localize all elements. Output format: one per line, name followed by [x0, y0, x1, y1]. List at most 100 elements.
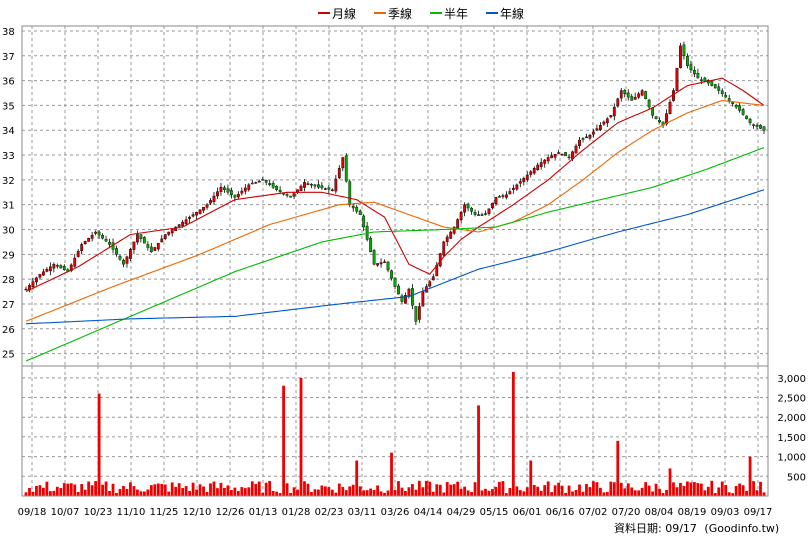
- candle-body: [73, 257, 77, 267]
- candle-body: [449, 231, 453, 239]
- candle-body: [689, 64, 693, 71]
- candle-body: [198, 209, 202, 214]
- candle-body: [42, 271, 45, 276]
- x-tick-label: 03/26: [381, 507, 410, 518]
- volume-bar: [491, 489, 494, 496]
- candle-body: [310, 183, 313, 186]
- price-tick-label: 38: [2, 27, 15, 38]
- volume-bar: [592, 481, 595, 496]
- volume-bar: [393, 489, 397, 496]
- volume-bar: [118, 488, 122, 496]
- candle-body: [595, 128, 599, 131]
- volume-bar: [177, 483, 181, 496]
- volume-bar: [268, 480, 272, 496]
- legend-label-2: 半年: [444, 7, 468, 21]
- candle-body: [755, 124, 759, 127]
- price-tick-label: 33: [2, 151, 15, 162]
- volume-bar: [525, 487, 529, 496]
- volume-bar: [38, 485, 42, 496]
- volume-bar: [696, 483, 700, 496]
- volume-bar: [87, 481, 91, 496]
- volume-bar: [480, 490, 484, 496]
- volume-bar: [686, 481, 689, 496]
- candle-body: [62, 265, 66, 271]
- volume-bar: [52, 490, 56, 496]
- candle-body: [466, 203, 470, 209]
- volume-bar: [167, 491, 171, 496]
- candle-body: [94, 231, 98, 234]
- legend-label-0: 月線: [332, 6, 356, 21]
- volume-bar: [640, 487, 644, 496]
- volume-bar: [42, 487, 45, 496]
- candle-body: [223, 187, 226, 190]
- candle-body: [428, 281, 432, 287]
- x-tick-label: 07/02: [579, 507, 608, 518]
- volume-bar: [209, 483, 212, 496]
- candle-body: [386, 261, 390, 271]
- volume-bar: [282, 385, 286, 496]
- candle-body: [358, 210, 362, 215]
- candle-body: [264, 180, 268, 183]
- volume-bar: [546, 481, 550, 496]
- candle-body: [630, 96, 634, 101]
- candle-body: [532, 168, 536, 174]
- candle-body: [654, 116, 658, 119]
- volume-bar: [713, 493, 717, 496]
- volume-bar: [515, 486, 519, 496]
- volume-bar: [400, 487, 404, 496]
- volume-bar: [365, 490, 369, 496]
- candle-body: [731, 102, 735, 104]
- volume-bar: [571, 491, 574, 496]
- candle-body: [202, 206, 205, 211]
- volume-bar: [759, 481, 762, 496]
- volume-bar: [191, 482, 195, 496]
- ma-line-ma20: [25, 77, 765, 293]
- x-tick-label: 11/25: [150, 507, 179, 518]
- candle-body: [24, 288, 28, 291]
- price-tick-label: 28: [2, 275, 15, 286]
- ma-line-ma120: [25, 147, 765, 362]
- footer-source: (Goodinfo.tw): [704, 522, 779, 535]
- candle-body: [243, 187, 247, 192]
- volume-bar: [605, 491, 609, 496]
- volume-bar: [160, 483, 164, 496]
- volume-bar: [303, 481, 306, 496]
- volume-bars: [24, 371, 766, 496]
- candle-body: [619, 90, 623, 99]
- volume-bar: [550, 492, 554, 496]
- volume-bar: [383, 492, 386, 496]
- x-tick-label: 12/26: [216, 507, 245, 518]
- volume-bar: [156, 483, 160, 496]
- volume-bar: [644, 482, 648, 496]
- price-tick-label: 36: [2, 77, 15, 88]
- volume-bar: [438, 484, 442, 496]
- volume-bar: [452, 484, 456, 496]
- volume-bar: [553, 485, 557, 496]
- candle-body: [233, 194, 237, 198]
- candle-body: [271, 183, 275, 188]
- candle-body: [303, 182, 306, 188]
- candle-body: [35, 277, 38, 283]
- volume-bar: [637, 490, 641, 496]
- candle-body: [759, 124, 762, 129]
- candle-body: [369, 237, 373, 253]
- volume-bar: [59, 488, 63, 496]
- candle-body: [327, 187, 331, 190]
- volume-bar: [748, 456, 752, 496]
- candle-body: [362, 215, 366, 228]
- volume-bar: [195, 489, 198, 496]
- volume-bar: [626, 483, 630, 496]
- candle-body: [240, 190, 244, 194]
- candle-body: [330, 189, 334, 191]
- candle-body: [76, 251, 80, 257]
- candle-body: [417, 306, 421, 320]
- candle-body: [585, 136, 588, 139]
- volume-bar: [630, 487, 634, 496]
- candle-body: [149, 246, 153, 253]
- candle-body: [539, 162, 543, 168]
- volume-bar: [66, 483, 70, 496]
- candle-body: [699, 79, 703, 81]
- candle-body: [508, 191, 512, 195]
- volume-bar: [97, 393, 101, 496]
